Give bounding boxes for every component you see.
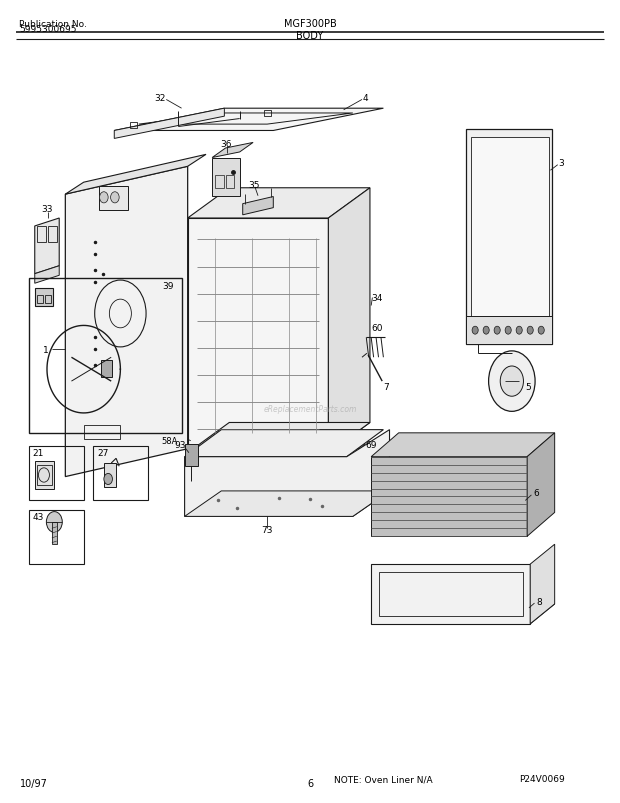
- Circle shape: [527, 327, 533, 335]
- Text: 6: 6: [533, 488, 539, 497]
- Text: 58A: 58A: [161, 437, 177, 446]
- Circle shape: [100, 193, 108, 204]
- Text: 4: 4: [362, 93, 368, 103]
- Polygon shape: [466, 316, 552, 344]
- Circle shape: [500, 366, 523, 397]
- Text: 69: 69: [365, 441, 377, 450]
- Bar: [29, 446, 84, 501]
- Bar: [185, 444, 198, 467]
- Text: 73: 73: [262, 526, 273, 535]
- Bar: [29, 511, 84, 565]
- Polygon shape: [114, 109, 383, 132]
- Text: 60: 60: [371, 324, 383, 333]
- Polygon shape: [185, 491, 389, 516]
- Circle shape: [353, 434, 365, 449]
- Polygon shape: [65, 155, 206, 195]
- Polygon shape: [530, 544, 555, 624]
- Text: 7: 7: [384, 383, 389, 392]
- Text: 39: 39: [162, 282, 174, 291]
- Text: 93: 93: [175, 441, 186, 450]
- Bar: [45, 296, 51, 304]
- Polygon shape: [185, 430, 389, 516]
- Text: 34: 34: [371, 294, 383, 303]
- Bar: [226, 176, 234, 189]
- Text: 1: 1: [43, 345, 48, 354]
- Bar: [35, 461, 55, 489]
- Bar: [215, 176, 224, 189]
- Bar: [264, 111, 272, 117]
- Polygon shape: [527, 434, 555, 536]
- Bar: [84, 426, 120, 440]
- Text: MGF300PB: MGF300PB: [283, 19, 337, 29]
- Text: 36: 36: [220, 140, 231, 149]
- Circle shape: [505, 327, 511, 335]
- Text: 21: 21: [33, 449, 44, 458]
- Polygon shape: [371, 434, 555, 457]
- Bar: [37, 466, 52, 486]
- Text: 43: 43: [33, 512, 44, 521]
- Polygon shape: [371, 604, 555, 624]
- Text: P24V0069: P24V0069: [520, 774, 565, 784]
- Polygon shape: [212, 143, 253, 158]
- Text: 10/97: 10/97: [19, 778, 47, 788]
- Polygon shape: [65, 167, 188, 477]
- Polygon shape: [185, 430, 383, 457]
- Circle shape: [538, 327, 544, 335]
- Bar: [93, 446, 148, 501]
- Text: 5: 5: [526, 383, 531, 392]
- Polygon shape: [371, 565, 530, 624]
- Text: 32: 32: [154, 93, 166, 103]
- Circle shape: [489, 352, 535, 412]
- Circle shape: [104, 474, 112, 485]
- Polygon shape: [371, 457, 527, 536]
- Bar: [52, 522, 57, 544]
- Polygon shape: [188, 423, 370, 453]
- Text: Publication No.: Publication No.: [19, 19, 87, 29]
- Text: 6: 6: [307, 778, 313, 788]
- Polygon shape: [114, 109, 224, 139]
- Bar: [99, 187, 128, 210]
- Bar: [37, 296, 43, 304]
- Circle shape: [483, 327, 489, 335]
- Bar: [37, 226, 46, 243]
- Bar: [130, 123, 137, 129]
- Bar: [29, 279, 182, 434]
- Circle shape: [472, 327, 478, 335]
- Polygon shape: [188, 218, 329, 453]
- Circle shape: [46, 512, 62, 532]
- Polygon shape: [242, 198, 273, 215]
- Bar: [35, 288, 53, 306]
- Polygon shape: [471, 137, 549, 336]
- Polygon shape: [35, 267, 60, 284]
- Text: 33: 33: [42, 205, 53, 214]
- Text: 35: 35: [248, 181, 260, 190]
- Text: 8: 8: [536, 597, 542, 606]
- Text: 27: 27: [97, 449, 109, 458]
- Polygon shape: [188, 189, 370, 218]
- Polygon shape: [212, 158, 240, 197]
- Text: 5995300695: 5995300695: [19, 25, 77, 34]
- Circle shape: [110, 193, 119, 204]
- Text: eReplacementParts.com: eReplacementParts.com: [264, 405, 356, 414]
- Text: BODY: BODY: [296, 31, 324, 41]
- Circle shape: [494, 327, 500, 335]
- Polygon shape: [35, 218, 60, 275]
- Text: NOTE: Oven Liner N/A: NOTE: Oven Liner N/A: [334, 774, 433, 784]
- Polygon shape: [466, 130, 552, 344]
- Polygon shape: [329, 189, 370, 453]
- Circle shape: [516, 327, 522, 335]
- Text: 3: 3: [558, 159, 564, 168]
- Bar: [48, 226, 58, 243]
- Bar: [101, 361, 112, 377]
- Bar: [104, 463, 116, 487]
